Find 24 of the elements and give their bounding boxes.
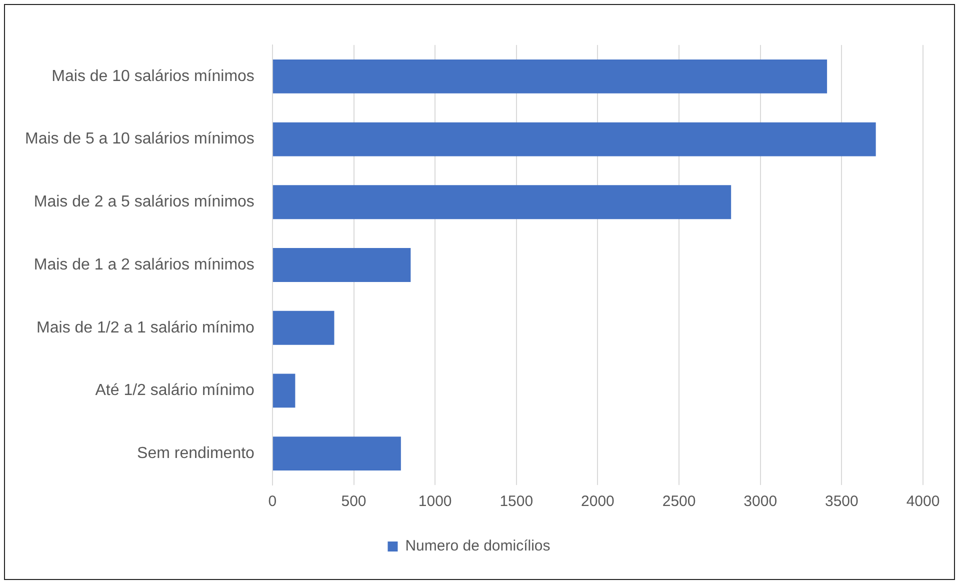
bar [272, 185, 732, 220]
bar [272, 436, 401, 471]
y-tick-label: Mais de 10 salários mínimos [52, 68, 254, 85]
bar [272, 374, 296, 408]
x-tick-label: 0 [268, 493, 277, 510]
x-tick-label: 1000 [418, 493, 452, 510]
bar [272, 310, 334, 345]
y-tick-label: Mais de 2 a 5 salários mínimos [34, 194, 254, 211]
x-tick-label: 2000 [581, 493, 614, 510]
x-tick-label: 500 [341, 493, 366, 510]
y-tick-label: Mais de 1 a 2 salários mínimos [34, 256, 254, 274]
bar [272, 248, 411, 282]
x-tick-label: 4000 [906, 493, 940, 510]
bar [272, 59, 828, 94]
x-tick-label: 1500 [500, 493, 534, 510]
legend-label: Numero de domicílios [405, 538, 550, 555]
bar [272, 122, 876, 156]
y-tick-label: Sem rendimento [137, 444, 255, 462]
y-tick-label: Mais de 5 a 10 salários mínimos [24, 130, 254, 148]
y-tick-label: Mais de 1/2 a 1 salário mínimo [36, 319, 255, 336]
x-tick-label: 3500 [824, 493, 858, 510]
x-tick-label: 3000 [744, 493, 778, 510]
x-tick-label: 2500 [662, 493, 696, 510]
y-tick-label: Até 1/2 salário mínimo [95, 382, 255, 400]
